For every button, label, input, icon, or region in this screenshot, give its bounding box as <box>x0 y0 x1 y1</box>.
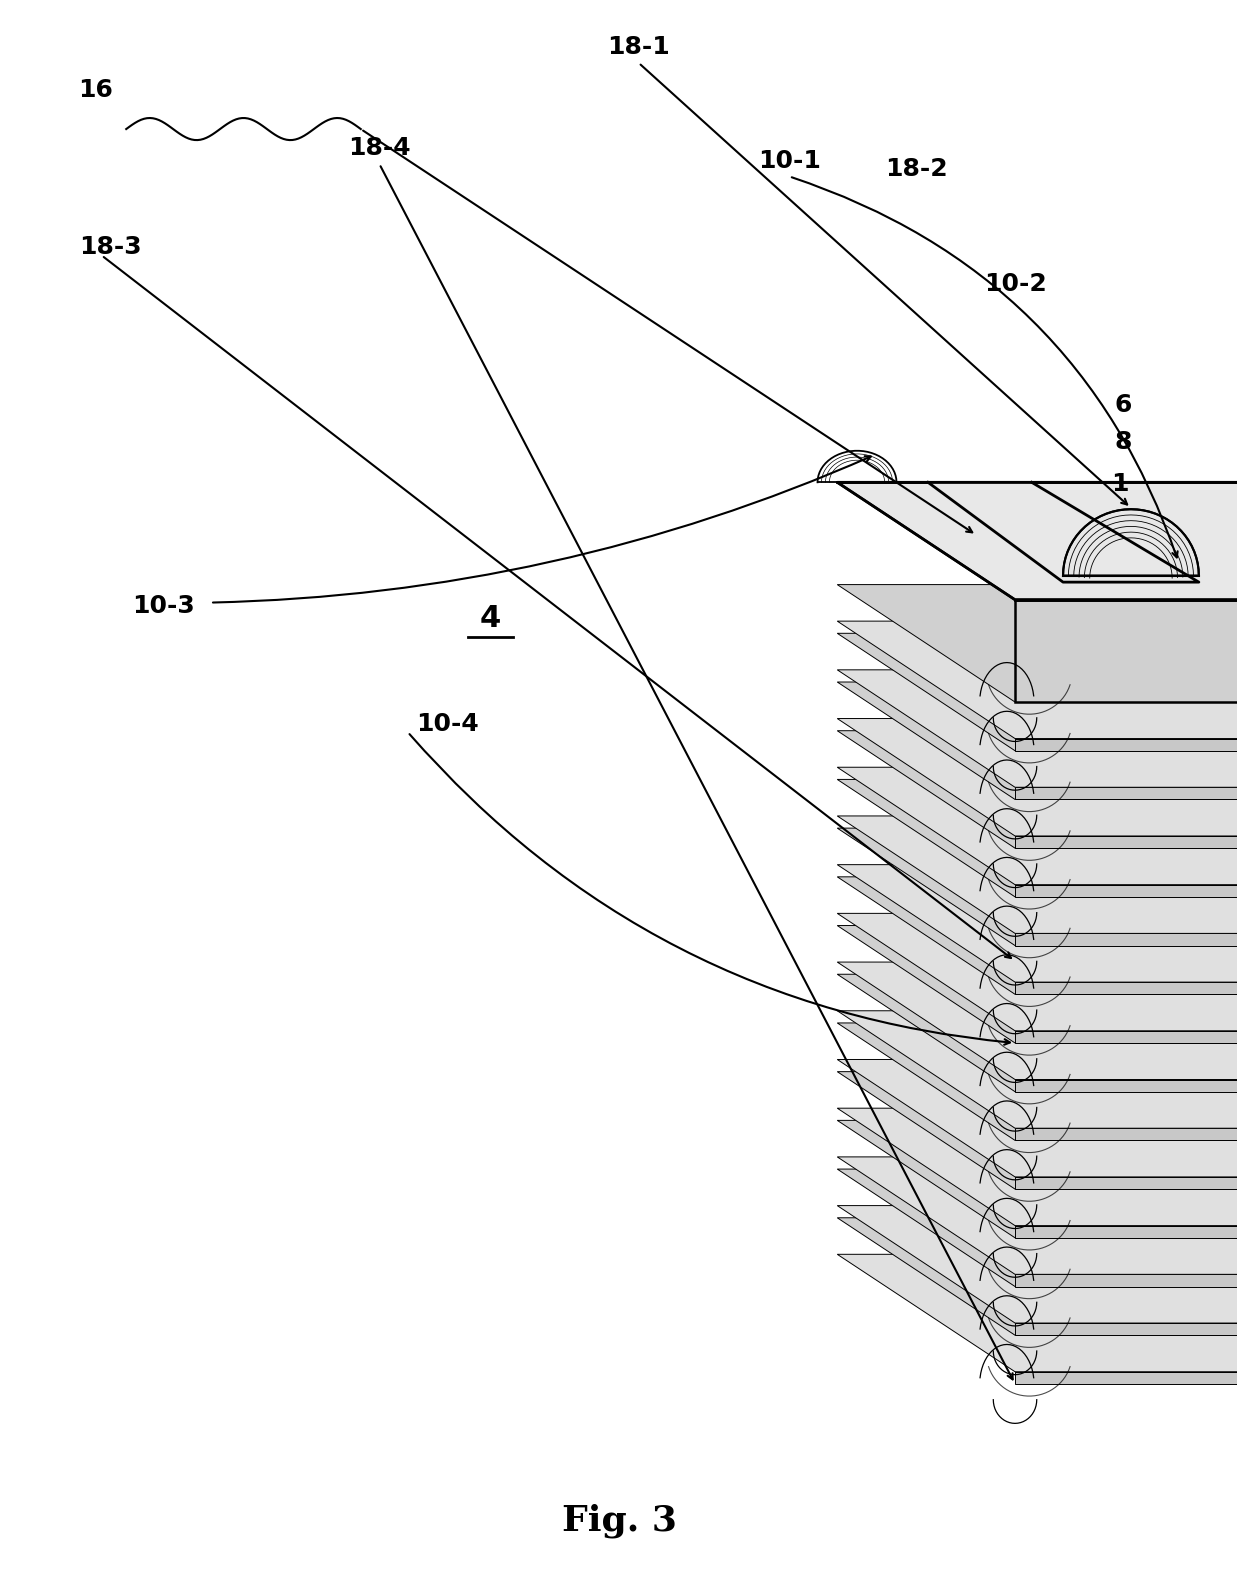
Polygon shape <box>837 779 1240 897</box>
Polygon shape <box>837 1109 1240 1226</box>
Polygon shape <box>837 1255 1240 1372</box>
Polygon shape <box>837 914 1240 1031</box>
Text: Fig. 3: Fig. 3 <box>563 1503 677 1538</box>
Polygon shape <box>837 816 1240 933</box>
Polygon shape <box>1016 946 1240 982</box>
Polygon shape <box>1016 787 1240 800</box>
Text: 10-2: 10-2 <box>983 272 1047 296</box>
Polygon shape <box>1016 1226 1240 1237</box>
Text: 18-3: 18-3 <box>79 236 141 260</box>
Text: 1: 1 <box>1111 472 1128 496</box>
Text: 8: 8 <box>1115 429 1132 453</box>
Text: 18-4: 18-4 <box>348 136 410 160</box>
Polygon shape <box>1016 1031 1240 1042</box>
Polygon shape <box>837 482 1240 600</box>
Polygon shape <box>1016 751 1240 787</box>
Polygon shape <box>837 865 1240 982</box>
Polygon shape <box>837 719 1240 836</box>
Polygon shape <box>837 878 1240 995</box>
Polygon shape <box>837 1120 1240 1237</box>
Polygon shape <box>1016 897 1240 933</box>
Polygon shape <box>837 584 1240 702</box>
Polygon shape <box>1016 885 1240 897</box>
Polygon shape <box>837 683 1240 800</box>
Polygon shape <box>837 1218 1240 1335</box>
Polygon shape <box>837 730 1240 847</box>
Polygon shape <box>1016 982 1240 995</box>
Text: 10-3: 10-3 <box>131 594 195 618</box>
Text: 18-1: 18-1 <box>608 35 670 59</box>
Polygon shape <box>1063 508 1199 575</box>
Polygon shape <box>1016 1323 1240 1335</box>
Polygon shape <box>1016 847 1240 885</box>
Polygon shape <box>1016 995 1240 1031</box>
Polygon shape <box>1016 1042 1240 1080</box>
Polygon shape <box>837 1156 1240 1274</box>
Polygon shape <box>837 961 1240 1080</box>
Polygon shape <box>837 621 1240 738</box>
Text: 18-2: 18-2 <box>885 157 947 181</box>
Polygon shape <box>1016 1237 1240 1274</box>
Polygon shape <box>1016 1177 1240 1190</box>
Polygon shape <box>1016 738 1240 751</box>
Text: 10-4: 10-4 <box>415 713 479 737</box>
Polygon shape <box>1016 1274 1240 1286</box>
Polygon shape <box>1016 1372 1240 1384</box>
Polygon shape <box>1016 600 1240 702</box>
Polygon shape <box>1016 933 1240 946</box>
Polygon shape <box>837 670 1240 787</box>
Polygon shape <box>1016 1128 1240 1140</box>
Polygon shape <box>837 1169 1240 1286</box>
Polygon shape <box>837 925 1240 1042</box>
Polygon shape <box>837 1072 1240 1190</box>
Text: 6: 6 <box>1115 393 1132 417</box>
Polygon shape <box>1016 836 1240 847</box>
Polygon shape <box>837 1011 1240 1128</box>
Polygon shape <box>837 974 1240 1091</box>
Text: 4: 4 <box>480 604 501 634</box>
Polygon shape <box>1016 702 1240 738</box>
Polygon shape <box>837 828 1240 946</box>
Polygon shape <box>1016 1091 1240 1128</box>
Polygon shape <box>837 1205 1240 1323</box>
Polygon shape <box>837 1060 1240 1177</box>
Polygon shape <box>1016 1080 1240 1091</box>
Polygon shape <box>1016 1140 1240 1177</box>
Polygon shape <box>1016 800 1240 836</box>
Text: 16: 16 <box>78 78 113 101</box>
Polygon shape <box>837 634 1240 751</box>
Polygon shape <box>1016 1335 1240 1372</box>
Polygon shape <box>837 1023 1240 1140</box>
Polygon shape <box>1016 1190 1240 1226</box>
Text: 10-1: 10-1 <box>758 149 821 173</box>
Polygon shape <box>1016 1286 1240 1323</box>
Polygon shape <box>837 767 1240 885</box>
